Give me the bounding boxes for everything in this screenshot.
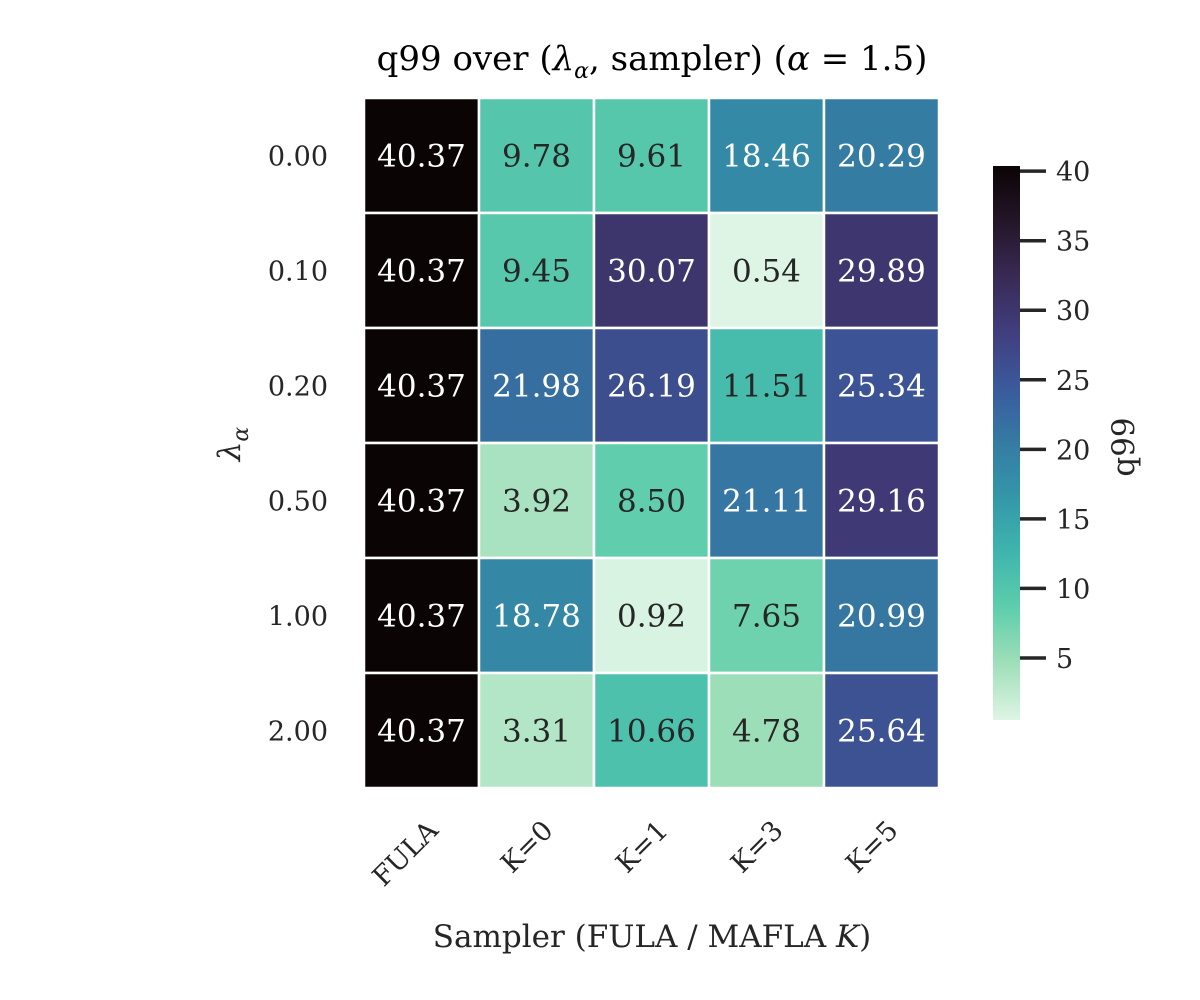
x-tick-label: K=5 [840,815,904,879]
y-tick-label: 0.00 [268,142,328,173]
heatmap-cell [707,326,826,445]
colorbar-tick-label: 15 [1056,505,1090,536]
x-tick-label: K=1 [610,815,674,879]
heatmap-cell [362,211,481,330]
cell-value-label: 3.92 [502,484,571,520]
cell-value-label: 26.19 [607,369,696,405]
cell-value-label: 40.37 [377,139,466,175]
cell-value-label: 18.46 [722,139,811,175]
x-tick-label: K=0 [495,815,559,879]
cell-value-label: 40.37 [377,254,466,290]
cell-value-label: 8.50 [617,484,686,520]
heatmap-cell [592,671,711,790]
cell-value-label: 9.61 [617,139,686,175]
y-tick-label: 2.00 [268,717,328,748]
heatmap-cell [362,441,481,560]
heatmap-cell [822,671,941,790]
x-axis-label: Sampler (FULA / MAFLA K) [433,919,872,955]
y-tick-labels: 0.00 0.10 0.20 0.50 1.00 2.00 [268,142,328,748]
cell-value-label: 29.16 [837,484,926,520]
heatmap-cell [362,96,481,215]
cell-value-label: 20.29 [837,139,926,175]
cell-value-label: 40.37 [377,714,466,750]
heatmap-cell [822,211,941,330]
heatmap-cell [822,441,941,560]
heatmap-cell [707,441,826,560]
y-tick-label: 1.00 [268,602,328,633]
heatmap-cell [592,211,711,330]
cell-value-label: 21.11 [722,484,811,520]
cell-value-label: 10.66 [607,714,696,750]
heatmap-cells: 40.37 9.78 9.61 18.46 20.29 40.37 9.45 30.07 0.5… [362,96,941,790]
colorbar-tick-label: 25 [1056,366,1090,397]
cell-value-label: 40.37 [377,484,466,520]
heatmap-cell [477,326,596,445]
heatmap-cell [477,96,596,215]
heatmap-cell [477,556,596,675]
colorbar-tick-label: 30 [1056,296,1090,327]
cell-value-label: 3.31 [502,714,571,750]
y-axis-label: λα [212,427,254,464]
cell-value-label: 40.37 [377,369,466,405]
cell-value-label: 25.64 [837,714,926,750]
cell-value-label: 40.37 [377,599,466,635]
cell-value-label: 4.78 [732,714,801,750]
colorbar [993,166,1020,720]
x-tick-label: FULA [367,815,445,893]
y-tick-label: 0.10 [268,257,328,288]
cell-value-label: 7.65 [732,599,801,635]
heatmap-cell [477,671,596,790]
x-tick-label: K=3 [725,815,789,879]
cell-value-label: 25.34 [837,369,926,405]
x-tick-labels: FULA K=0 K=1 K=3 K=5 [367,815,905,893]
colorbar-tick-label: 35 [1056,227,1090,258]
colorbar-tick-label: 20 [1056,435,1090,466]
colorbar-label: q99 [1106,417,1142,476]
colorbar-ticks: 5 10 15 20 25 30 35 40 [1020,157,1090,675]
cell-value-label: 29.89 [837,254,926,290]
cell-value-label: 9.45 [502,254,571,290]
cell-value-label: 0.92 [617,599,686,635]
y-tick-label: 0.20 [268,372,328,403]
heatmap-cell [362,556,481,675]
colorbar-tick-label: 5 [1056,644,1073,675]
cell-value-label: 21.98 [492,369,581,405]
heatmap-cell [707,671,826,790]
cell-value-label: 20.99 [837,599,926,635]
cell-value-label: 18.78 [492,599,581,635]
chart-title: q99 over (λα, sampler) (α = 1.5) [377,39,928,84]
colorbar-tick-label: 10 [1056,574,1090,605]
cell-value-label: 30.07 [607,254,696,290]
heatmap-cell [477,441,596,560]
heatmap-cell [592,556,711,675]
cell-value-label: 11.51 [722,369,811,405]
cell-value-label: 9.78 [502,139,571,175]
cell-value-label: 0.54 [732,254,801,290]
colorbar-tick-label: 40 [1056,157,1090,188]
y-tick-label: 0.50 [268,487,328,518]
heatmap-cell [592,441,711,560]
